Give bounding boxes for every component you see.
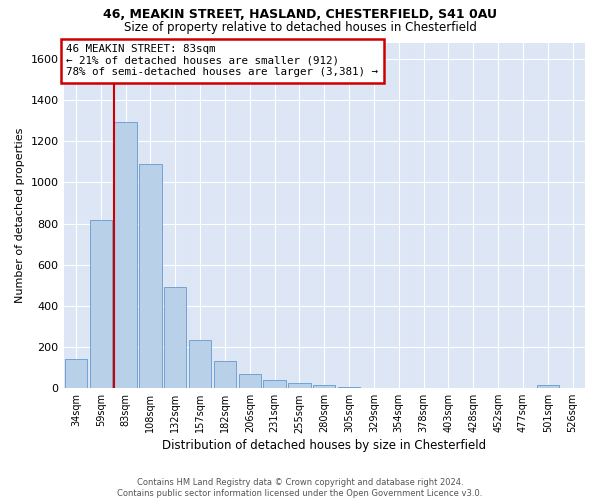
X-axis label: Distribution of detached houses by size in Chesterfield: Distribution of detached houses by size … xyxy=(162,440,487,452)
Bar xyxy=(89,220,112,388)
Bar xyxy=(313,385,335,388)
Text: Size of property relative to detached houses in Chesterfield: Size of property relative to detached ho… xyxy=(124,21,476,34)
Bar xyxy=(115,122,137,388)
Text: 46 MEAKIN STREET: 83sqm
← 21% of detached houses are smaller (912)
78% of semi-d: 46 MEAKIN STREET: 83sqm ← 21% of detache… xyxy=(66,44,378,78)
Y-axis label: Number of detached properties: Number of detached properties xyxy=(15,128,25,303)
Bar xyxy=(288,382,311,388)
Bar xyxy=(263,380,286,388)
Bar xyxy=(338,387,360,388)
Bar xyxy=(164,288,187,388)
Bar xyxy=(239,374,261,388)
Bar xyxy=(65,360,87,388)
Bar xyxy=(214,362,236,388)
Bar xyxy=(139,164,161,388)
Bar xyxy=(189,340,211,388)
Bar xyxy=(536,385,559,388)
Text: Contains HM Land Registry data © Crown copyright and database right 2024.
Contai: Contains HM Land Registry data © Crown c… xyxy=(118,478,482,498)
Text: 46, MEAKIN STREET, HASLAND, CHESTERFIELD, S41 0AU: 46, MEAKIN STREET, HASLAND, CHESTERFIELD… xyxy=(103,8,497,20)
